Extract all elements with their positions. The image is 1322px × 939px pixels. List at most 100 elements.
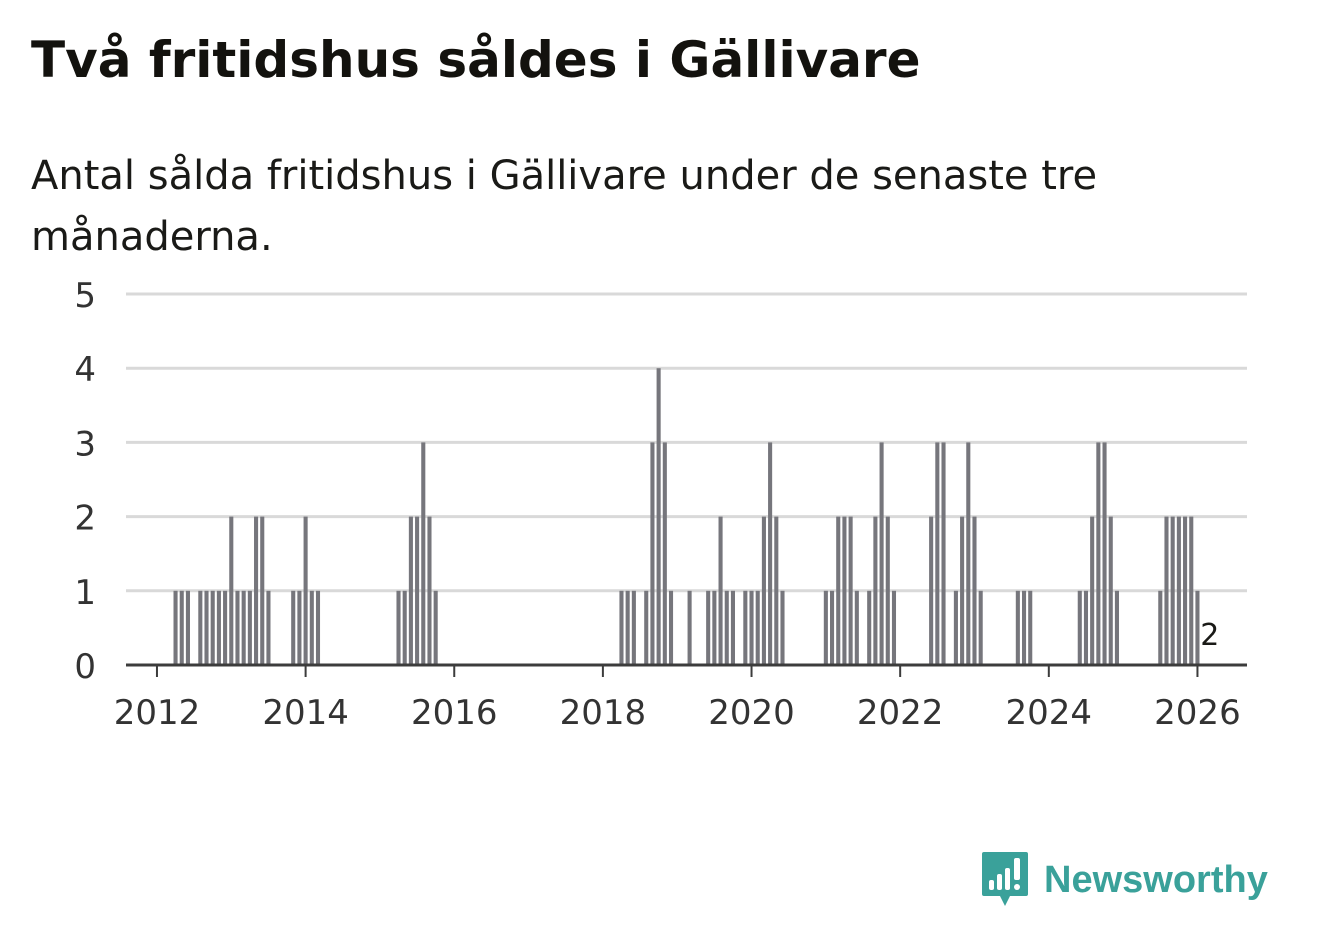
bar <box>743 590 748 665</box>
y-axis-tick-labels: 0 1 2 3 4 5 <box>74 276 96 687</box>
x-tick-label: 2026 <box>1154 693 1241 733</box>
bar <box>935 442 940 665</box>
bar <box>1028 590 1033 665</box>
x-tick-label: 2022 <box>857 693 944 733</box>
bar <box>1183 516 1188 665</box>
bar <box>1083 590 1089 665</box>
bar <box>1090 516 1095 665</box>
y-tick-label: 4 <box>74 350 96 390</box>
x-tick-label: 2018 <box>560 693 647 733</box>
bar <box>941 442 946 665</box>
newsworthy-logo-icon <box>982 852 1028 906</box>
bar <box>774 516 779 665</box>
bar <box>879 442 884 665</box>
bar <box>1114 590 1119 665</box>
bar <box>303 516 308 665</box>
bar <box>254 516 259 665</box>
bar <box>235 590 240 665</box>
y-tick-label: 3 <box>74 424 96 464</box>
bar <box>972 516 977 665</box>
chart-title: Två fritidshus såldes i Gällivare <box>31 31 921 89</box>
bar <box>241 590 246 665</box>
bar <box>929 516 934 665</box>
bar <box>415 516 420 665</box>
x-tick-label: 2016 <box>411 693 498 733</box>
bar <box>706 590 711 665</box>
bar <box>173 590 178 665</box>
bar <box>223 590 228 665</box>
bar <box>842 516 847 665</box>
bar <box>315 590 321 665</box>
bar <box>309 590 314 665</box>
bar <box>1108 516 1113 665</box>
bar <box>1158 590 1163 665</box>
bar <box>885 516 890 665</box>
bar <box>718 516 723 665</box>
bar <box>204 590 209 665</box>
bar <box>761 516 766 665</box>
bar <box>656 368 661 665</box>
bar <box>1176 516 1181 665</box>
bar <box>768 442 773 665</box>
bar <box>291 590 296 665</box>
bar <box>823 590 828 665</box>
bar <box>978 590 983 665</box>
bar <box>848 516 853 665</box>
bar <box>867 590 872 665</box>
bar <box>396 590 401 665</box>
bar <box>830 590 835 665</box>
bar <box>266 590 271 665</box>
bar <box>687 590 692 665</box>
bar <box>625 590 630 665</box>
bar <box>1021 590 1027 665</box>
bar <box>780 590 785 665</box>
bar <box>631 590 636 665</box>
bar <box>1102 442 1107 665</box>
bar <box>891 590 897 665</box>
brand-name: Newsworthy <box>1044 858 1268 901</box>
bar <box>662 442 667 665</box>
bar <box>427 516 432 665</box>
y-tick-label: 0 <box>74 647 96 687</box>
bar <box>1164 516 1169 665</box>
bar <box>408 516 413 665</box>
bar <box>421 442 426 665</box>
bar <box>179 590 184 665</box>
bar <box>650 442 655 665</box>
bar <box>1170 516 1175 665</box>
bar <box>836 516 841 665</box>
bar <box>185 590 190 665</box>
bar <box>953 590 958 665</box>
bar <box>1195 590 1200 665</box>
gridlines <box>126 292 1247 593</box>
bar <box>755 590 760 665</box>
bar <box>1096 442 1101 665</box>
newsworthy-brand: Newsworthy <box>980 850 1268 910</box>
chart-subtitle: Antal sålda fritidshus i Gällivare under… <box>31 153 1098 260</box>
bar <box>873 516 878 665</box>
x-tick-label: 2024 <box>1006 693 1093 733</box>
bar <box>260 516 265 665</box>
bars <box>173 368 1200 665</box>
bar <box>198 590 203 665</box>
bar <box>402 590 407 665</box>
y-tick-label: 5 <box>74 276 96 316</box>
x-tick-label: 2020 <box>708 693 795 733</box>
x-tick-label: 2012 <box>114 693 201 733</box>
bar <box>297 590 302 665</box>
bar <box>960 516 965 665</box>
bar <box>668 590 674 665</box>
bar <box>1189 516 1194 665</box>
bar <box>247 590 252 665</box>
data-labels: 2 <box>1200 618 1219 653</box>
bar <box>433 590 438 665</box>
bar <box>210 590 215 665</box>
bar <box>229 516 234 665</box>
y-tick-label: 1 <box>74 573 96 613</box>
bar <box>619 590 624 665</box>
bar <box>730 590 735 665</box>
highlight-value-label: 2 <box>1200 618 1219 653</box>
bar <box>712 590 717 665</box>
x-axis-ticks: 2012 2014 2016 2018 2020 2022 2024 2026 <box>114 665 1241 733</box>
